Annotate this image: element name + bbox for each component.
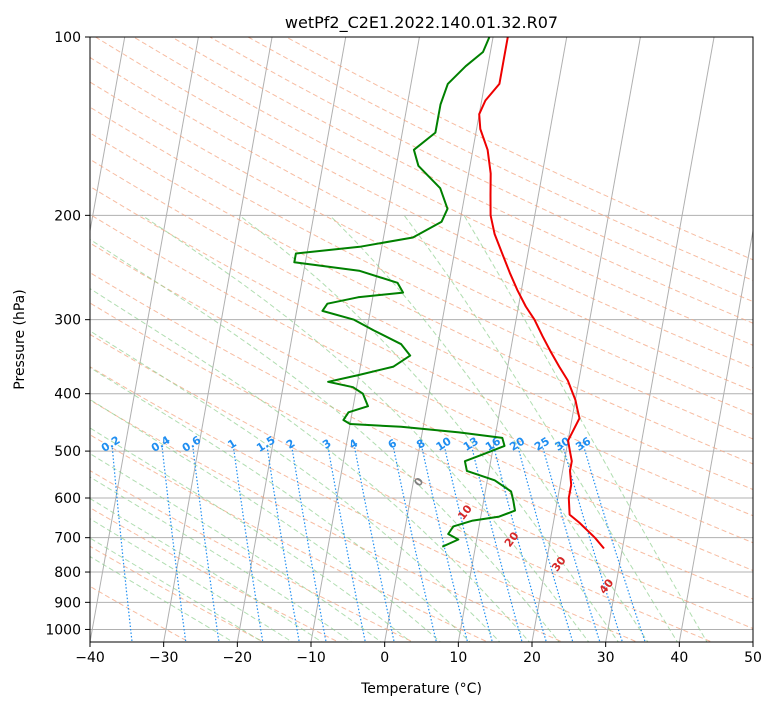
moist-adiabat-line <box>90 497 323 642</box>
mixing-ratio-line <box>232 445 264 642</box>
dry-adiabat-line <box>90 56 753 392</box>
mixing-ratio-line <box>353 445 395 642</box>
mixing-ratio-line <box>541 445 601 642</box>
moist-adiabat-line <box>463 215 708 642</box>
moist-adiabat-line <box>403 215 679 642</box>
y-tick-label: 700 <box>54 531 81 547</box>
moist-adiabat-line <box>90 330 501 642</box>
mixing-ratio-line <box>192 445 220 642</box>
axes: −40 −30 −20 −10 0 10 20 30 40 50 100 200 300 400 500 60… <box>45 30 762 666</box>
chart-title: wetPf2_C2E1.2022.140.01.32.R07 <box>285 13 558 33</box>
plot-area: 0.10.20.40.611.52346810131620253036-100-… <box>90 37 753 642</box>
dry-adiabat-line <box>90 399 564 642</box>
mixing-ratio-line <box>111 445 133 642</box>
dry-adiabat-line <box>95 37 753 369</box>
dry-adiabat-line <box>90 106 753 440</box>
moist-adiabat-line <box>90 398 442 642</box>
moist-adiabat-line <box>238 214 619 642</box>
moist-adiabat-line <box>141 214 590 642</box>
dry-adiabat-line <box>90 213 753 544</box>
y-tick-label: 300 <box>54 313 81 329</box>
moist-adiabat-line <box>90 238 560 642</box>
y-tick-label: 1000 <box>45 622 81 638</box>
moist-adiabat-line <box>90 288 531 642</box>
dry-adiabat-line <box>90 333 714 642</box>
mixing-ratio-line <box>517 445 574 642</box>
mixing-ratio-line <box>443 445 493 642</box>
x-tick-label: −30 <box>149 650 179 666</box>
moist-adiabat-line <box>90 476 353 642</box>
x-tick-label: −10 <box>296 650 326 666</box>
dry-adiabat-line <box>90 366 639 642</box>
moist-adiabat-line <box>90 366 471 642</box>
dry-adiabat-line <box>90 272 753 600</box>
mixing-ratio-line <box>471 445 523 642</box>
dry-adiabat-line <box>90 302 753 630</box>
y-tick-label: 100 <box>54 30 81 46</box>
x-tick-label: −20 <box>223 650 253 666</box>
mixing-ratio-line <box>327 445 366 642</box>
isotherm-gridline <box>236 37 347 642</box>
y-tick-label: 800 <box>54 565 81 581</box>
plot-frame <box>89 36 754 643</box>
isotherm-gridline <box>90 37 126 234</box>
moist-adiabat-line <box>90 427 412 642</box>
x-tick-label: 10 <box>449 650 467 666</box>
mixing-ratio-line <box>562 445 624 642</box>
x-tick-label: 50 <box>744 650 762 666</box>
y-tick-label: 200 <box>54 208 81 224</box>
isotherm-gridline <box>531 37 641 642</box>
x-tick-label: 0 <box>380 650 389 666</box>
x-tick-label: 40 <box>670 650 688 666</box>
y-tick-label: 500 <box>54 444 81 460</box>
mixing-ratio-line <box>291 445 327 642</box>
y-tick-label: 400 <box>54 387 81 403</box>
x-tick-label: −40 <box>75 650 105 666</box>
moist-adiabat-line <box>90 555 234 642</box>
moist-adiabat-line <box>90 453 382 642</box>
dewpoint-profile-line <box>293 37 516 548</box>
mixing-ratio-line <box>392 445 438 642</box>
dry-adiabat-line <box>90 434 489 642</box>
mixing-ratio-line <box>421 445 469 642</box>
dry-adiabat-line <box>90 507 340 642</box>
x-tick-label: 20 <box>523 650 541 666</box>
dry-adiabat-line <box>90 81 753 416</box>
x-axis-label: Temperature (°C) <box>360 681 482 697</box>
mixing-ratio-line <box>583 445 646 642</box>
y-tick-label: 900 <box>54 595 81 611</box>
dry-adiabat-line <box>90 132 753 465</box>
temperature-profile-line <box>478 37 605 550</box>
isotherm-gridline <box>605 37 715 642</box>
mixing-ratio-line <box>493 445 547 642</box>
isotherm-gridline <box>163 37 273 642</box>
moist-adiabat-line <box>329 214 649 642</box>
mixing-ratio-line <box>266 445 300 642</box>
dry-adiabat-line <box>90 545 265 642</box>
mixing-ratio-line <box>161 445 187 642</box>
isotherm-gridline <box>457 37 568 642</box>
isotherm-gridline <box>90 37 199 642</box>
y-tick-label: 600 <box>54 491 81 507</box>
x-tick-label: 30 <box>597 650 615 666</box>
isotherm-gridline <box>310 37 420 642</box>
y-axis-label: Pressure (hPa) <box>12 289 28 389</box>
